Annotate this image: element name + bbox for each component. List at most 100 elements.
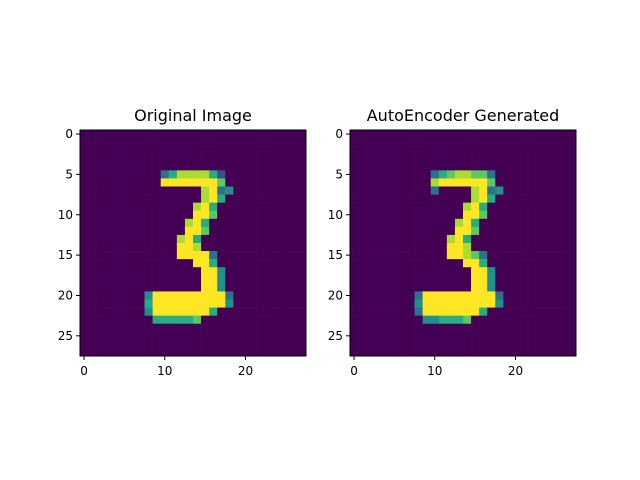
heatmap-cell [257, 299, 266, 308]
heatmap-cell [273, 347, 283, 357]
heatmap-cell [152, 186, 162, 195]
heatmap-cell [495, 234, 504, 244]
heatmap-cell [241, 234, 250, 244]
heatmap-cell [559, 146, 569, 155]
heatmap-cell [184, 291, 194, 300]
heatmap-cell [104, 331, 113, 341]
heatmap-cell [128, 243, 137, 252]
heatmap-cell [350, 162, 359, 171]
heatmap-cell [487, 347, 496, 357]
heatmap-cell [257, 146, 266, 155]
heatmap-cell [551, 267, 561, 276]
heatmap-cell [511, 315, 520, 325]
heatmap-cell [289, 283, 299, 292]
heatmap-cell [422, 251, 432, 260]
heatmap-cell [257, 331, 266, 341]
heatmap-cell [273, 162, 283, 171]
heatmap-cell [398, 226, 407, 236]
heatmap-cell [265, 323, 275, 333]
heatmap-cell [567, 218, 577, 228]
heatmap-cell [390, 234, 399, 244]
heatmap-cell [495, 218, 504, 228]
heatmap-cell [96, 267, 105, 276]
heatmap-cell [257, 283, 266, 292]
heatmap-cell [209, 178, 218, 187]
heatmap-cell [567, 234, 577, 244]
heatmap-cell [503, 154, 512, 163]
heatmap-cell [366, 146, 375, 155]
heatmap-cell [527, 339, 536, 349]
heatmap-cell [551, 347, 561, 357]
heatmap-cell [281, 259, 291, 268]
heatmap-cell [136, 283, 145, 292]
heatmap-cell [495, 162, 504, 171]
x-tick-label: 10 [157, 364, 172, 378]
heatmap-cell [350, 154, 359, 163]
heatmap-cell [176, 154, 186, 163]
heatmap-cell [289, 243, 299, 252]
heatmap-cell [209, 299, 218, 308]
heatmap-cell [168, 234, 178, 244]
heatmap-cell [112, 299, 121, 308]
heatmap-cell [297, 275, 307, 284]
heatmap-cell [374, 170, 383, 179]
heatmap-cell [160, 307, 170, 316]
heatmap-cell [511, 234, 520, 244]
heatmap-cell [241, 347, 250, 357]
heatmap-cell [96, 162, 105, 171]
heatmap-cell [136, 210, 145, 220]
heatmap-cell [112, 315, 121, 325]
heatmap-cell [193, 315, 202, 325]
heatmap-cell [358, 291, 367, 300]
heatmap-cell [374, 347, 383, 357]
heatmap-cell [438, 162, 448, 171]
heatmap-cell [471, 347, 480, 357]
heatmap-cell [184, 347, 194, 357]
heatmap-cell [88, 331, 97, 341]
heatmap-cell [454, 275, 464, 284]
heatmap-cell [257, 210, 266, 220]
heatmap-cell [527, 291, 536, 300]
heatmap-cell [446, 178, 456, 187]
heatmap-cell [176, 178, 186, 187]
heatmap-cell [265, 275, 275, 284]
heatmap-cell [144, 307, 153, 316]
heatmap-cell [551, 202, 561, 212]
heatmap-cell [479, 226, 488, 236]
heatmap-cell [567, 259, 577, 268]
heatmap-cell [559, 218, 569, 228]
heatmap-cell [193, 283, 202, 292]
heatmap-cell [519, 283, 528, 292]
heatmap-cell [438, 218, 448, 228]
heatmap-cell [184, 178, 194, 187]
heatmap-cell [511, 291, 520, 300]
heatmap-cell [136, 234, 145, 244]
heatmap-cell [273, 226, 283, 236]
heatmap-cell [414, 323, 423, 333]
heatmap-cell [241, 299, 250, 308]
heatmap-cell [281, 347, 291, 357]
heatmap-cell [543, 275, 553, 284]
heatmap-cell [120, 154, 129, 163]
heatmap-cell [358, 275, 367, 284]
heatmap-cell [80, 331, 89, 341]
heatmap-cell [120, 186, 129, 195]
heatmap-cell [96, 299, 105, 308]
heatmap-cell [233, 146, 242, 155]
heatmap-cell [406, 339, 415, 349]
heatmap-cell [160, 210, 170, 220]
heatmap-cell [406, 291, 415, 300]
heatmap-cell [225, 275, 234, 284]
heatmap-cell [487, 259, 496, 268]
heatmap-cell [265, 299, 275, 308]
heatmap-cell [454, 347, 464, 357]
heatmap-cell [104, 194, 113, 203]
heatmap-cell [281, 202, 291, 212]
heatmap-cell [265, 291, 275, 300]
heatmap-cell [366, 299, 375, 308]
heatmap-cell [80, 218, 89, 228]
heatmap-cell [366, 251, 375, 260]
heatmap-cell [543, 130, 553, 139]
heatmap-cell [567, 299, 577, 308]
heatmap-cell [176, 218, 186, 228]
